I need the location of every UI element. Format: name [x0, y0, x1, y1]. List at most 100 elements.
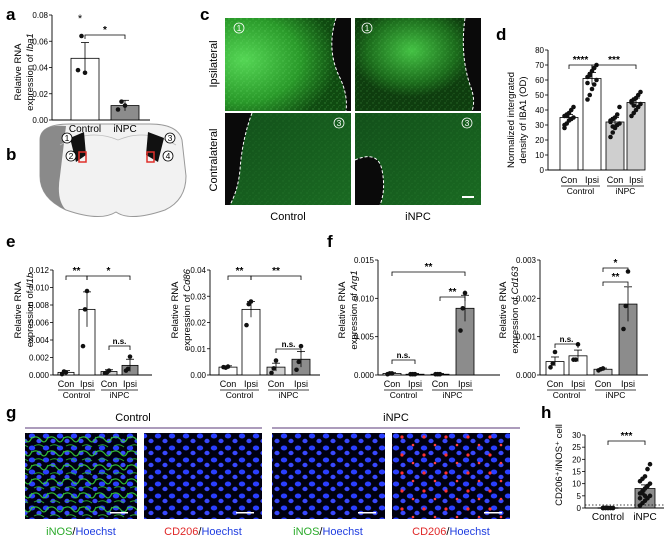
data-point-f-left	[458, 328, 463, 333]
x-label-e-right: Ipsi	[294, 379, 308, 389]
group-label-e-left: iNPC	[110, 390, 130, 400]
y-tick-label-e-right: 0.02	[190, 319, 206, 328]
y-tick-label-e-left: 0.004	[29, 336, 50, 345]
control-contra-dark-edge	[225, 113, 252, 205]
micrograph-inpc-ipsi-texture	[355, 18, 481, 111]
x-label-e-right: Con	[220, 379, 237, 389]
group-label-f-right: Control	[553, 390, 581, 400]
data-point-d	[585, 80, 590, 86]
col-label-control: Control	[270, 211, 305, 223]
scale-bar	[462, 196, 474, 198]
panel-e-left-ylabel-line2: expression of Il1b	[25, 273, 36, 347]
y-tick-label-d: 40	[535, 106, 544, 115]
g-scale-bar-1	[110, 512, 128, 514]
y-tick-label-e-right: 0.01	[190, 345, 206, 354]
panel-f-right-ylabel-line1: Relative RNA	[498, 281, 509, 339]
y-tick-label-f-right: 0.000	[516, 371, 537, 380]
y-tick-label-h: 20	[572, 455, 581, 464]
x-label-e-right: Ipsi	[244, 379, 258, 389]
sig-bracket-f4	[602, 267, 629, 272]
data-point-e-left	[127, 354, 133, 359]
data-point-d	[571, 104, 576, 110]
data-point-d	[562, 122, 567, 128]
marker-1: 1	[65, 133, 70, 143]
data-point-d	[631, 103, 637, 108]
panel-e-labels: Relative RNA expression of Il1b Relative…	[13, 268, 193, 351]
y-tick-label-a: 0.06	[32, 37, 48, 46]
x-label-d: Con	[607, 175, 624, 185]
data-point-h	[647, 481, 653, 486]
y-tick-label-d: 50	[535, 91, 544, 100]
marker-circle-1	[61, 132, 73, 144]
sig-label-e2: *	[107, 266, 111, 277]
g-image-inpc-cd206-overlay	[392, 433, 510, 519]
bar-d	[582, 78, 602, 171]
x-label-f-left: Con	[384, 379, 401, 389]
group-label-f-left: Control	[390, 390, 418, 400]
y-tick-label-e-left: 0.010	[29, 284, 50, 293]
data-point-e-right	[271, 366, 277, 371]
data-point-h	[642, 493, 648, 499]
x-label-e-left: Ipsi	[80, 379, 94, 389]
y-tick-label-f-left: 0.015	[354, 256, 375, 265]
sig-bracket-h	[607, 440, 646, 445]
g-scale-bar-2	[236, 512, 254, 514]
data-point-e-right	[273, 358, 279, 363]
c-marker-3a: 3	[337, 118, 342, 128]
panel-e-left-ylabel-line1: Relative RNA	[13, 281, 24, 339]
group-label-e-right: iNPC	[279, 390, 299, 400]
sig-bracket-e3	[108, 345, 131, 350]
sig-bracket-f3	[391, 359, 416, 364]
panel-h-ylabel: CD206⁺/iNOS⁺ cell	[554, 424, 565, 506]
y-tick-label-f-left: 0.000	[354, 371, 375, 380]
sig-bracket-f2	[439, 296, 466, 301]
data-point-d	[608, 118, 613, 123]
group-label-e-right: Control	[226, 390, 254, 400]
y-tick-label-e-right: 0.03	[190, 292, 206, 301]
y-tick-label-e-right: 0.04	[190, 266, 206, 275]
marker-3: 3	[168, 133, 173, 143]
x-label-h-control: Control	[592, 512, 624, 523]
data-point-d	[589, 86, 595, 92]
x-label-f-right: Ipsi	[571, 379, 585, 389]
sig-label-f1: **	[425, 262, 433, 273]
y-tick-label-d: 60	[535, 76, 544, 85]
panel-label-h: h	[541, 403, 551, 422]
y-tick-label-h: 0	[577, 504, 582, 513]
data-point-d	[608, 134, 613, 140]
x-label-f-right: Con	[595, 379, 612, 389]
x-label-f-left: Ipsi	[458, 379, 472, 389]
data-point-f-right	[548, 365, 553, 370]
x-label-d: Ipsi	[585, 175, 599, 185]
data-point-f-right	[621, 326, 626, 332]
y-tick-label-e-left: 0.000	[29, 371, 50, 380]
y-tick-label-h: 30	[572, 431, 581, 440]
data-point-h	[603, 505, 608, 511]
panel-e-right-ylabel-line1: Relative RNA	[170, 281, 181, 339]
group-label-f-right: iNPC	[606, 390, 626, 400]
c-marker-1b: 1	[365, 23, 370, 33]
sig-label-e5: **	[272, 266, 280, 277]
panel-h: CD206⁺/iNOS⁺ cell	[554, 424, 565, 506]
g-caption-3: iNOS/Hoechst	[293, 526, 363, 538]
x-label-e-right: Con	[268, 379, 285, 389]
data-point-d	[594, 77, 599, 83]
marker-circle-2	[65, 150, 77, 162]
y-tick-label-e-right: 0.00	[190, 371, 206, 380]
sig-label-e3: n.s.	[113, 337, 127, 346]
c-marker-circle-3a	[333, 117, 345, 129]
y-tick-label-a: 0.02	[32, 90, 48, 99]
panel-label-a: a	[6, 5, 16, 24]
panel-a-ylabel-line2: expression of Iba1	[25, 33, 36, 111]
data-point-e-left	[80, 343, 86, 349]
data-point-e-left	[84, 288, 90, 294]
data-point-a	[122, 103, 128, 108]
data-point-a	[115, 107, 121, 112]
c-marker-1a: 1	[237, 23, 242, 33]
sig-label-e4: **	[236, 266, 244, 277]
y-tick-label-d: 0	[540, 166, 545, 175]
right-striatum-shape	[146, 132, 164, 162]
x-label-e-left: Con	[101, 379, 118, 389]
data-point-h	[647, 493, 653, 499]
